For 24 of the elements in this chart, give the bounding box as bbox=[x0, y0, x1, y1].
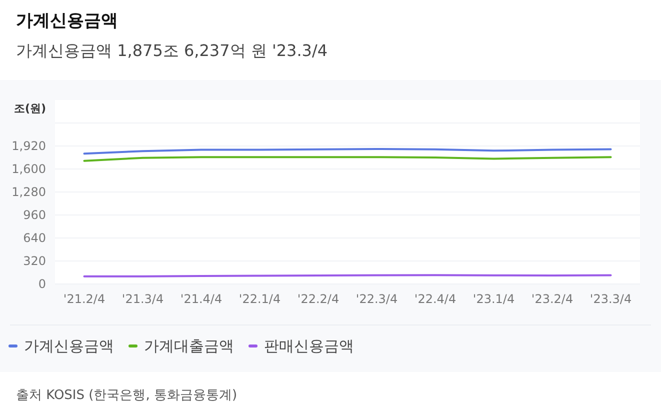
x-tick-label: '23.3/4 bbox=[590, 292, 632, 306]
legend-label: 가계대출금액 bbox=[144, 337, 234, 355]
x-tick-label: '21.3/4 bbox=[122, 292, 164, 306]
y-tick-label: 960 bbox=[23, 208, 46, 222]
legend-label: 판매신용금액 bbox=[264, 337, 354, 355]
x-tick-label: '22.3/4 bbox=[356, 292, 398, 306]
y-tick-label: 640 bbox=[23, 231, 46, 245]
y-tick-label: 320 bbox=[23, 254, 46, 268]
x-tick-label: '21.2/4 bbox=[63, 292, 106, 306]
y-tick-label: 0 bbox=[38, 277, 46, 291]
legend-label: 가계신용금액 bbox=[24, 337, 114, 355]
y-axis-title: 조(원) bbox=[14, 102, 46, 115]
source-note: 출처 KOSIS (한국은행, 통화금융통계) bbox=[16, 388, 238, 403]
x-tick-label: '23.1/4 bbox=[472, 292, 515, 306]
x-tick-label: '22.4/4 bbox=[414, 292, 456, 306]
x-tick-label: '22.1/4 bbox=[238, 292, 281, 306]
x-tick-label: '22.2/4 bbox=[297, 292, 340, 306]
x-tick-label: '23.2/4 bbox=[531, 292, 574, 306]
chart-subtitle: 가계신용금액 1,875조 6,237억 원 '23.3/4 bbox=[16, 41, 328, 60]
y-tick-label: 1,920 bbox=[12, 139, 46, 153]
chart-title: 가계신용금액 bbox=[16, 11, 118, 31]
y-tick-label: 1,600 bbox=[12, 162, 46, 176]
x-tick-label: '21.4/4 bbox=[180, 292, 222, 306]
y-tick-label: 1,280 bbox=[12, 185, 46, 199]
